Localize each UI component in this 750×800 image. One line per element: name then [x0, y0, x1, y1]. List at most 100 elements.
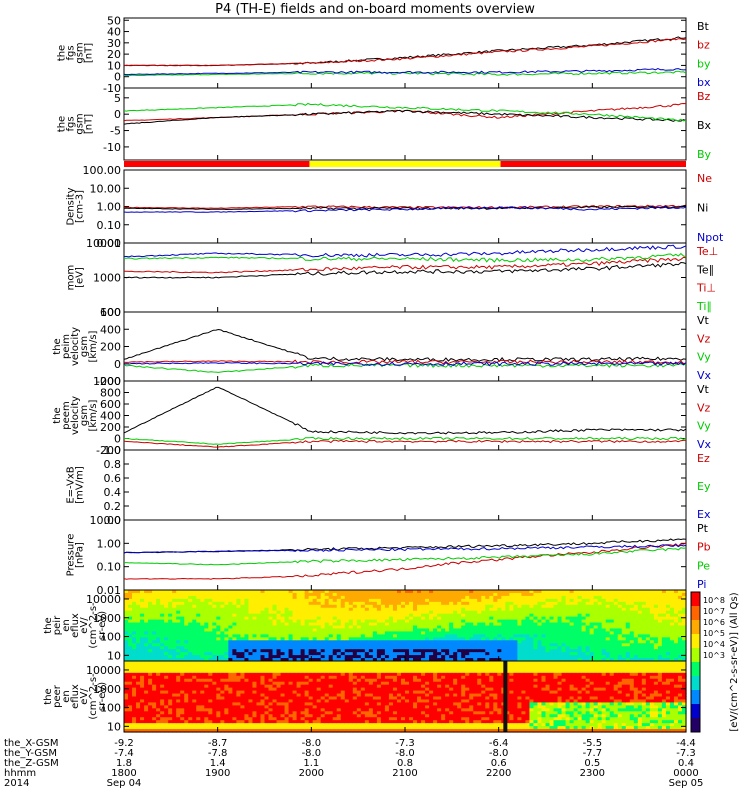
- spectrogram-cell: [208, 661, 213, 665]
- spectrogram-cell: [336, 604, 342, 609]
- spectrogram-cell: [449, 637, 454, 641]
- spectrogram-cell: [665, 616, 671, 621]
- spectrogram-cell: [148, 590, 153, 594]
- spectrogram-cell: [561, 613, 567, 618]
- spectrogram-cell: [545, 613, 551, 618]
- spectrogram-cell: [505, 604, 510, 609]
- spectrogram-cell: [581, 622, 587, 627]
- spectrogram-cell: [593, 619, 599, 624]
- spectrogram-cell: [232, 646, 237, 650]
- spectrogram-cell: [212, 675, 217, 680]
- spectrogram-cell: [617, 634, 623, 638]
- spectrogram-cell: [268, 672, 274, 677]
- spectrogram-cell: [168, 663, 173, 668]
- spectrogram-cell: [453, 655, 458, 659]
- spectrogram-cell: [629, 646, 635, 650]
- spectrogram-cell: [300, 717, 306, 721]
- spectrogram-cell: [196, 699, 201, 704]
- spectrogram-cell: [565, 590, 571, 594]
- spectrogram-cell: [128, 625, 133, 630]
- spectrogram-cell: [509, 652, 514, 656]
- y-axis-label: fgs: [66, 45, 77, 60]
- spectrogram-cell: [172, 690, 177, 695]
- spectrogram-cell: [152, 672, 157, 677]
- spectrogram-cell: [645, 616, 651, 621]
- spectrogram-cell: [132, 649, 137, 653]
- spectrogram-cell: [268, 723, 274, 727]
- spectrogram-cell: [140, 658, 145, 662]
- spectrogram-cell: [260, 720, 266, 724]
- spectrogram-cell: [172, 729, 177, 733]
- spectrogram-cell: [184, 610, 189, 615]
- spectrogram-cell: [128, 613, 133, 618]
- spectrogram-cell: [216, 675, 221, 680]
- spectrogram-cell: [388, 646, 394, 650]
- spectrogram-cell: [429, 616, 434, 621]
- spectrogram-cell: [284, 678, 290, 683]
- spectrogram-cell: [152, 726, 157, 730]
- spectrogram-cell: [376, 658, 382, 662]
- spectrogram-cell: [280, 590, 286, 594]
- spectrogram-cell: [324, 696, 330, 701]
- spectrogram-cell: [232, 590, 237, 594]
- y-axis-label: sr-eV): [97, 611, 108, 640]
- spectrogram-cell: [597, 610, 603, 615]
- spectrogram-cell: [156, 619, 161, 624]
- spectrogram-cell: [573, 649, 579, 653]
- spectrogram-cell: [489, 634, 494, 638]
- spectrogram-cell: [200, 592, 205, 597]
- spectrogram-cell: [220, 592, 225, 597]
- spectrogram-cell: [204, 675, 209, 680]
- y-tick-label: 30: [107, 37, 121, 50]
- spectrogram-cell: [268, 705, 274, 709]
- spectrogram-cell: [212, 590, 217, 594]
- spectrogram-cell: [581, 652, 587, 656]
- spectrogram-cell: [308, 628, 314, 633]
- spectrogram-cell: [324, 607, 330, 612]
- spectrogram-cell: [356, 622, 362, 627]
- spectrogram-cell: [160, 729, 165, 733]
- spectrogram-cell: [224, 658, 229, 662]
- spectrogram-cell: [553, 590, 559, 594]
- spectrogram-cell: [148, 729, 153, 733]
- spectrogram-cell: [136, 610, 141, 615]
- spectrogram-cell: [461, 631, 466, 635]
- spectrogram-cell: [360, 610, 366, 615]
- spectrogram-cell: [240, 592, 246, 597]
- spectrogram-cell: [204, 640, 209, 644]
- spectrogram-cell: [677, 590, 683, 594]
- spectrogram-cell: [549, 598, 555, 603]
- spectrogram-cell: [505, 601, 510, 606]
- spectrogram-cell: [469, 616, 474, 621]
- spectrogram-cell: [284, 649, 290, 653]
- spectrogram-cell: [529, 598, 535, 603]
- spectrogram-cell: [681, 649, 687, 653]
- legend-entry: Pb: [697, 541, 711, 554]
- spectrogram-cell: [292, 613, 298, 618]
- spectrogram-cell: [653, 640, 659, 644]
- spectrogram-cell: [296, 655, 302, 659]
- spectrogram-cell: [613, 622, 619, 627]
- spectrogram-cell: [324, 681, 330, 686]
- spectrogram-cell: [160, 598, 165, 603]
- spectrogram-cell: [244, 708, 250, 712]
- spectrogram-cell: [681, 619, 687, 624]
- spectrogram-cell: [445, 628, 450, 633]
- spectrogram-cell: [164, 705, 169, 709]
- spectrogram-cell: [280, 625, 286, 630]
- spectrogram-cell: [176, 604, 181, 609]
- spectrogram-cell: [413, 616, 418, 621]
- spectrogram-cell: [597, 607, 603, 612]
- spectrogram-cell: [264, 687, 270, 692]
- spectrogram-cell: [360, 616, 366, 621]
- spectrogram-cell: [184, 646, 189, 650]
- spectrogram-cell: [228, 666, 233, 671]
- spectrogram-cell: [320, 684, 326, 689]
- spectrogram-cell: [348, 655, 354, 659]
- spectrogram-cell: [228, 663, 233, 668]
- y-tick-label: 600: [100, 398, 121, 411]
- spectrogram-cell: [665, 637, 671, 641]
- spectrogram-cell: [661, 634, 667, 638]
- spectrogram-cell: [256, 598, 262, 603]
- spectrogram-cell: [473, 628, 478, 633]
